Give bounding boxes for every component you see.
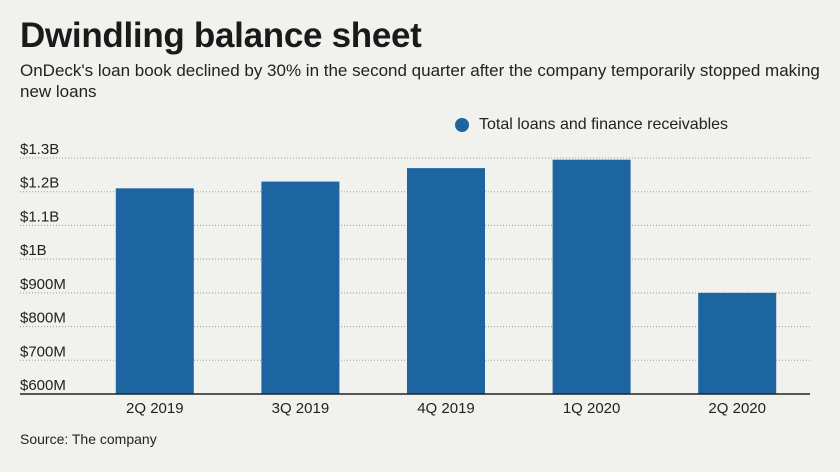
legend: Total loans and finance receivables [455, 116, 728, 134]
y-tick-label: $1B [20, 242, 47, 259]
bar [261, 181, 340, 394]
bar [552, 159, 631, 394]
source-note: Source: The company [20, 431, 157, 447]
y-tick-label: $700M [20, 343, 66, 360]
legend-label: Total loans and finance receivables [479, 116, 729, 133]
bar [407, 168, 485, 394]
y-tick-label: $900M [20, 276, 66, 293]
legend-swatch [455, 118, 469, 132]
bar [698, 292, 777, 394]
y-tick-label: $800M [20, 310, 66, 327]
x-tick-label: 3Q 2019 [272, 400, 330, 417]
x-tick-label: 1Q 2020 [563, 400, 621, 417]
y-tick-label: $600M [20, 377, 66, 394]
y-tick-label: $1.2B [20, 175, 59, 192]
y-tick-label: $1.1B [20, 208, 59, 225]
chart-title: Dwindling balance sheet [20, 16, 422, 55]
chart-subtitle: OnDeck's loan book declined by 30% in th… [20, 61, 820, 101]
bar [115, 188, 194, 394]
x-tick-label: 2Q 2020 [708, 400, 766, 417]
y-tick-label: $1.3B [20, 141, 59, 158]
x-tick-label: 2Q 2019 [126, 400, 184, 417]
x-tick-label: 4Q 2019 [417, 400, 475, 417]
